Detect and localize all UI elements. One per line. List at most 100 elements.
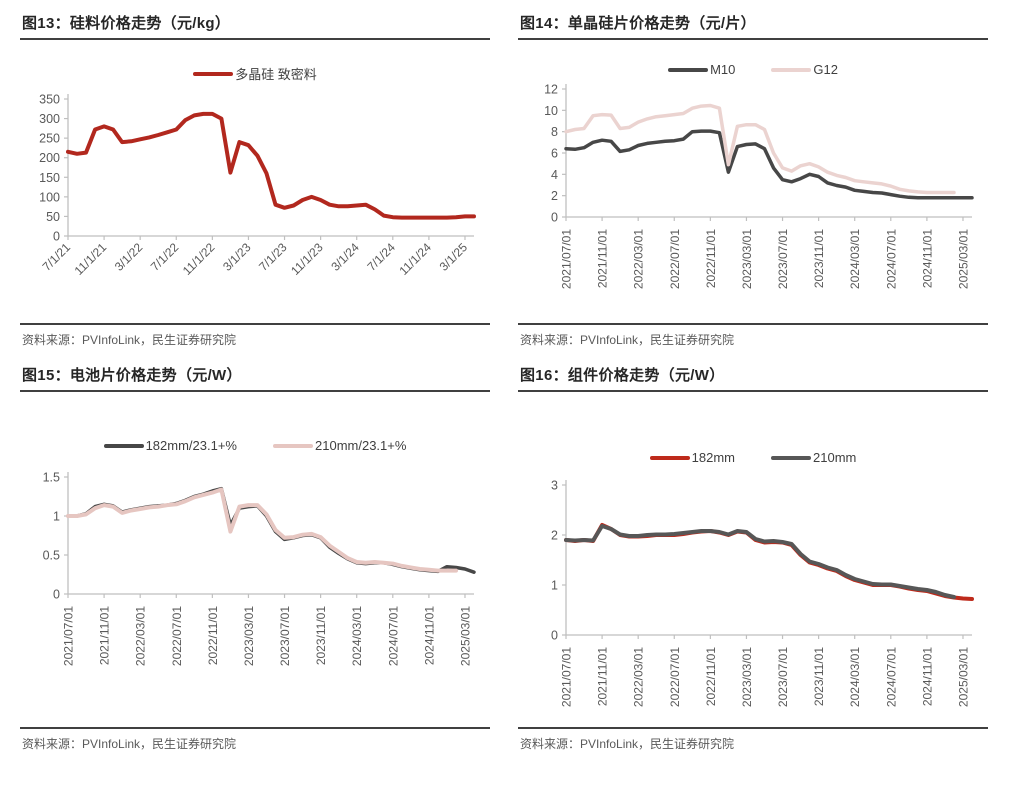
panel-fig14: 图14：单晶硅片价格走势（元/片） M10 G12 0 2 4 6 8 10 12 2021/0… (518, 4, 988, 356)
chart-canvas-fig14: 0 2 4 6 8 10 12 2021/07/01 2021/11/01 2022/03/01 2… (544, 83, 974, 289)
charts-grid: 图13：硅料价格走势（元/kg） 多晶硅 致密料 0 50 100 150 200 250… (20, 4, 988, 760)
series-line (564, 524, 956, 599)
legend-swatch (193, 71, 234, 76)
y-tick-label: 3 (551, 479, 558, 493)
x-tick-label: 2021/07/01 (560, 229, 574, 289)
x-tick-label: 2022/11/01 (206, 606, 220, 665)
panel-fig13: 图13：硅料价格走势（元/kg） 多晶硅 致密料 0 50 100 150 200 250… (20, 4, 490, 356)
x-tick-label: 2021/07/01 (62, 606, 76, 666)
x-tick-label: 2022/11/01 (704, 647, 718, 706)
legend-swatch (649, 455, 690, 460)
x-tick-label: 2024/11/01 (422, 606, 436, 665)
panel-title-fig15: 图15：电池片价格走势（元/W） (20, 356, 490, 392)
y-tick-label: 0 (551, 211, 558, 225)
legend-swatch (668, 67, 709, 72)
series-line (66, 111, 476, 220)
y-tick-label: 10 (544, 104, 558, 118)
legend-swatch (103, 443, 144, 448)
x-tick-label: 2024/07/01 (884, 647, 898, 707)
legend-fig14: M10 G12 (518, 62, 988, 77)
x-tick-label: 7/1/23 (256, 240, 290, 274)
legend-label: 多晶硅 致密料 (235, 67, 317, 82)
x-tick-label: 2024/03/01 (350, 606, 364, 666)
x-tick-label: 2024/07/01 (884, 229, 898, 289)
x-tick-label: 3/1/25 (437, 240, 471, 274)
legend-item: 182mm/23.1+% (103, 438, 237, 453)
y-tick-label: 2 (551, 189, 558, 203)
x-tick-label: 2023/11/01 (812, 229, 826, 288)
x-tick-label: 2024/11/01 (920, 229, 934, 288)
x-tick-label: 11/1/24 (396, 240, 434, 278)
panel-title-fig13: 图13：硅料价格走势（元/kg） (20, 4, 490, 40)
x-tick-label: 2022/03/01 (632, 647, 646, 707)
x-tick-label: 11/1/23 (288, 240, 326, 278)
x-tick-label: 2024/03/01 (848, 229, 862, 289)
y-tick-label: 0 (53, 230, 60, 244)
y-tick-label: 12 (544, 83, 558, 97)
x-tick-label: 2023/03/01 (740, 647, 754, 707)
source-line-fig14: 资料来源：PVInfoLink，民生证券研究院 (518, 323, 988, 356)
legend-label: M10 (710, 62, 736, 77)
legend-swatch (771, 67, 812, 72)
y-tick-label: 6 (551, 147, 558, 161)
x-tick-label: 7/1/24 (364, 240, 398, 274)
y-tick-label: 4 (551, 168, 558, 182)
legend-item: G12 (771, 62, 838, 77)
x-tick-label: 2023/07/01 (776, 647, 790, 707)
series-line (564, 129, 974, 200)
chart-canvas-fig15: 0 0.5 1 1.5 2021/07/01 2021/11/01 2022/03/01 20… (43, 471, 476, 666)
x-tick-label: 2023/03/01 (740, 229, 754, 289)
source-line-fig16: 资料来源：PVInfoLink，民生证券研究院 (518, 727, 988, 760)
x-tick-label: 2023/07/01 (776, 229, 790, 289)
x-tick-label: 2023/07/01 (278, 606, 292, 666)
x-tick-label: 3/1/24 (328, 240, 362, 274)
x-tick-label: 2025/03/01 (458, 606, 472, 666)
x-tick-label: 11/1/21 (72, 240, 110, 278)
chart-canvas-fig16: 0 1 2 3 2021/07/01 2021/11/01 2022/03/01 2022/0… (551, 479, 974, 707)
x-tick-label: 2023/11/01 (314, 606, 328, 665)
legend-item: 210mm (771, 450, 856, 465)
y-tick-label: 0 (53, 588, 60, 602)
y-tick-label: 50 (46, 210, 60, 224)
x-tick-label: 2022/03/01 (134, 606, 148, 666)
x-tick-label: 2023/03/01 (242, 606, 256, 666)
y-tick-label: 150 (39, 171, 60, 185)
legend-item: 210mm/23.1+% (273, 438, 406, 453)
source-line-fig13: 资料来源：PVInfoLink，民生证券研究院 (20, 323, 490, 356)
y-tick-label: 2 (551, 529, 558, 543)
legend-label: 210mm/23.1+% (315, 438, 407, 453)
y-tick-label: 250 (39, 132, 60, 146)
x-tick-label: 7/1/22 (148, 240, 182, 274)
panel-fig16: 图16：组件价格走势（元/W） 182mm 210mm 0 1 2 3 2021/07/0… (518, 356, 988, 760)
x-tick-label: 2022/11/01 (704, 229, 718, 288)
legend-item: 多晶硅 致密料 (193, 64, 317, 83)
panel-title-fig14: 图14：单晶硅片价格走势（元/片） (518, 4, 988, 40)
series-line (564, 103, 956, 195)
x-tick-label: 7/1/21 (40, 240, 74, 274)
x-tick-label: 2022/07/01 (170, 606, 184, 666)
x-tick-label: 2021/07/01 (560, 647, 574, 707)
series-line (66, 487, 458, 573)
x-tick-label: 2024/11/01 (920, 647, 934, 706)
x-tick-label: 2023/11/01 (812, 647, 826, 706)
x-tick-label: 2021/11/01 (596, 647, 610, 706)
y-tick-label: 0 (551, 629, 558, 643)
source-line-fig15: 资料来源：PVInfoLink，民生证券研究院 (20, 727, 490, 760)
legend-item: 182mm (649, 450, 735, 465)
x-tick-label: 2025/03/01 (956, 229, 970, 289)
y-tick-label: 8 (551, 125, 558, 139)
x-tick-label: 2025/03/01 (956, 647, 970, 707)
legend-fig16: 182mm 210mm (518, 450, 988, 465)
legend-item: M10 (668, 62, 735, 77)
legend-label: 210mm (813, 450, 857, 465)
x-tick-label: 2021/11/01 (596, 229, 610, 288)
y-tick-label: 1.5 (43, 471, 60, 485)
series-line (66, 486, 476, 574)
legend-fig13: 多晶硅 致密料 (20, 64, 490, 83)
x-tick-label: 2024/07/01 (386, 606, 400, 666)
y-tick-label: 0.5 (43, 549, 60, 563)
y-tick-label: 300 (39, 112, 60, 126)
y-tick-label: 200 (39, 151, 60, 165)
legend-label: 182mm/23.1+% (145, 438, 237, 453)
